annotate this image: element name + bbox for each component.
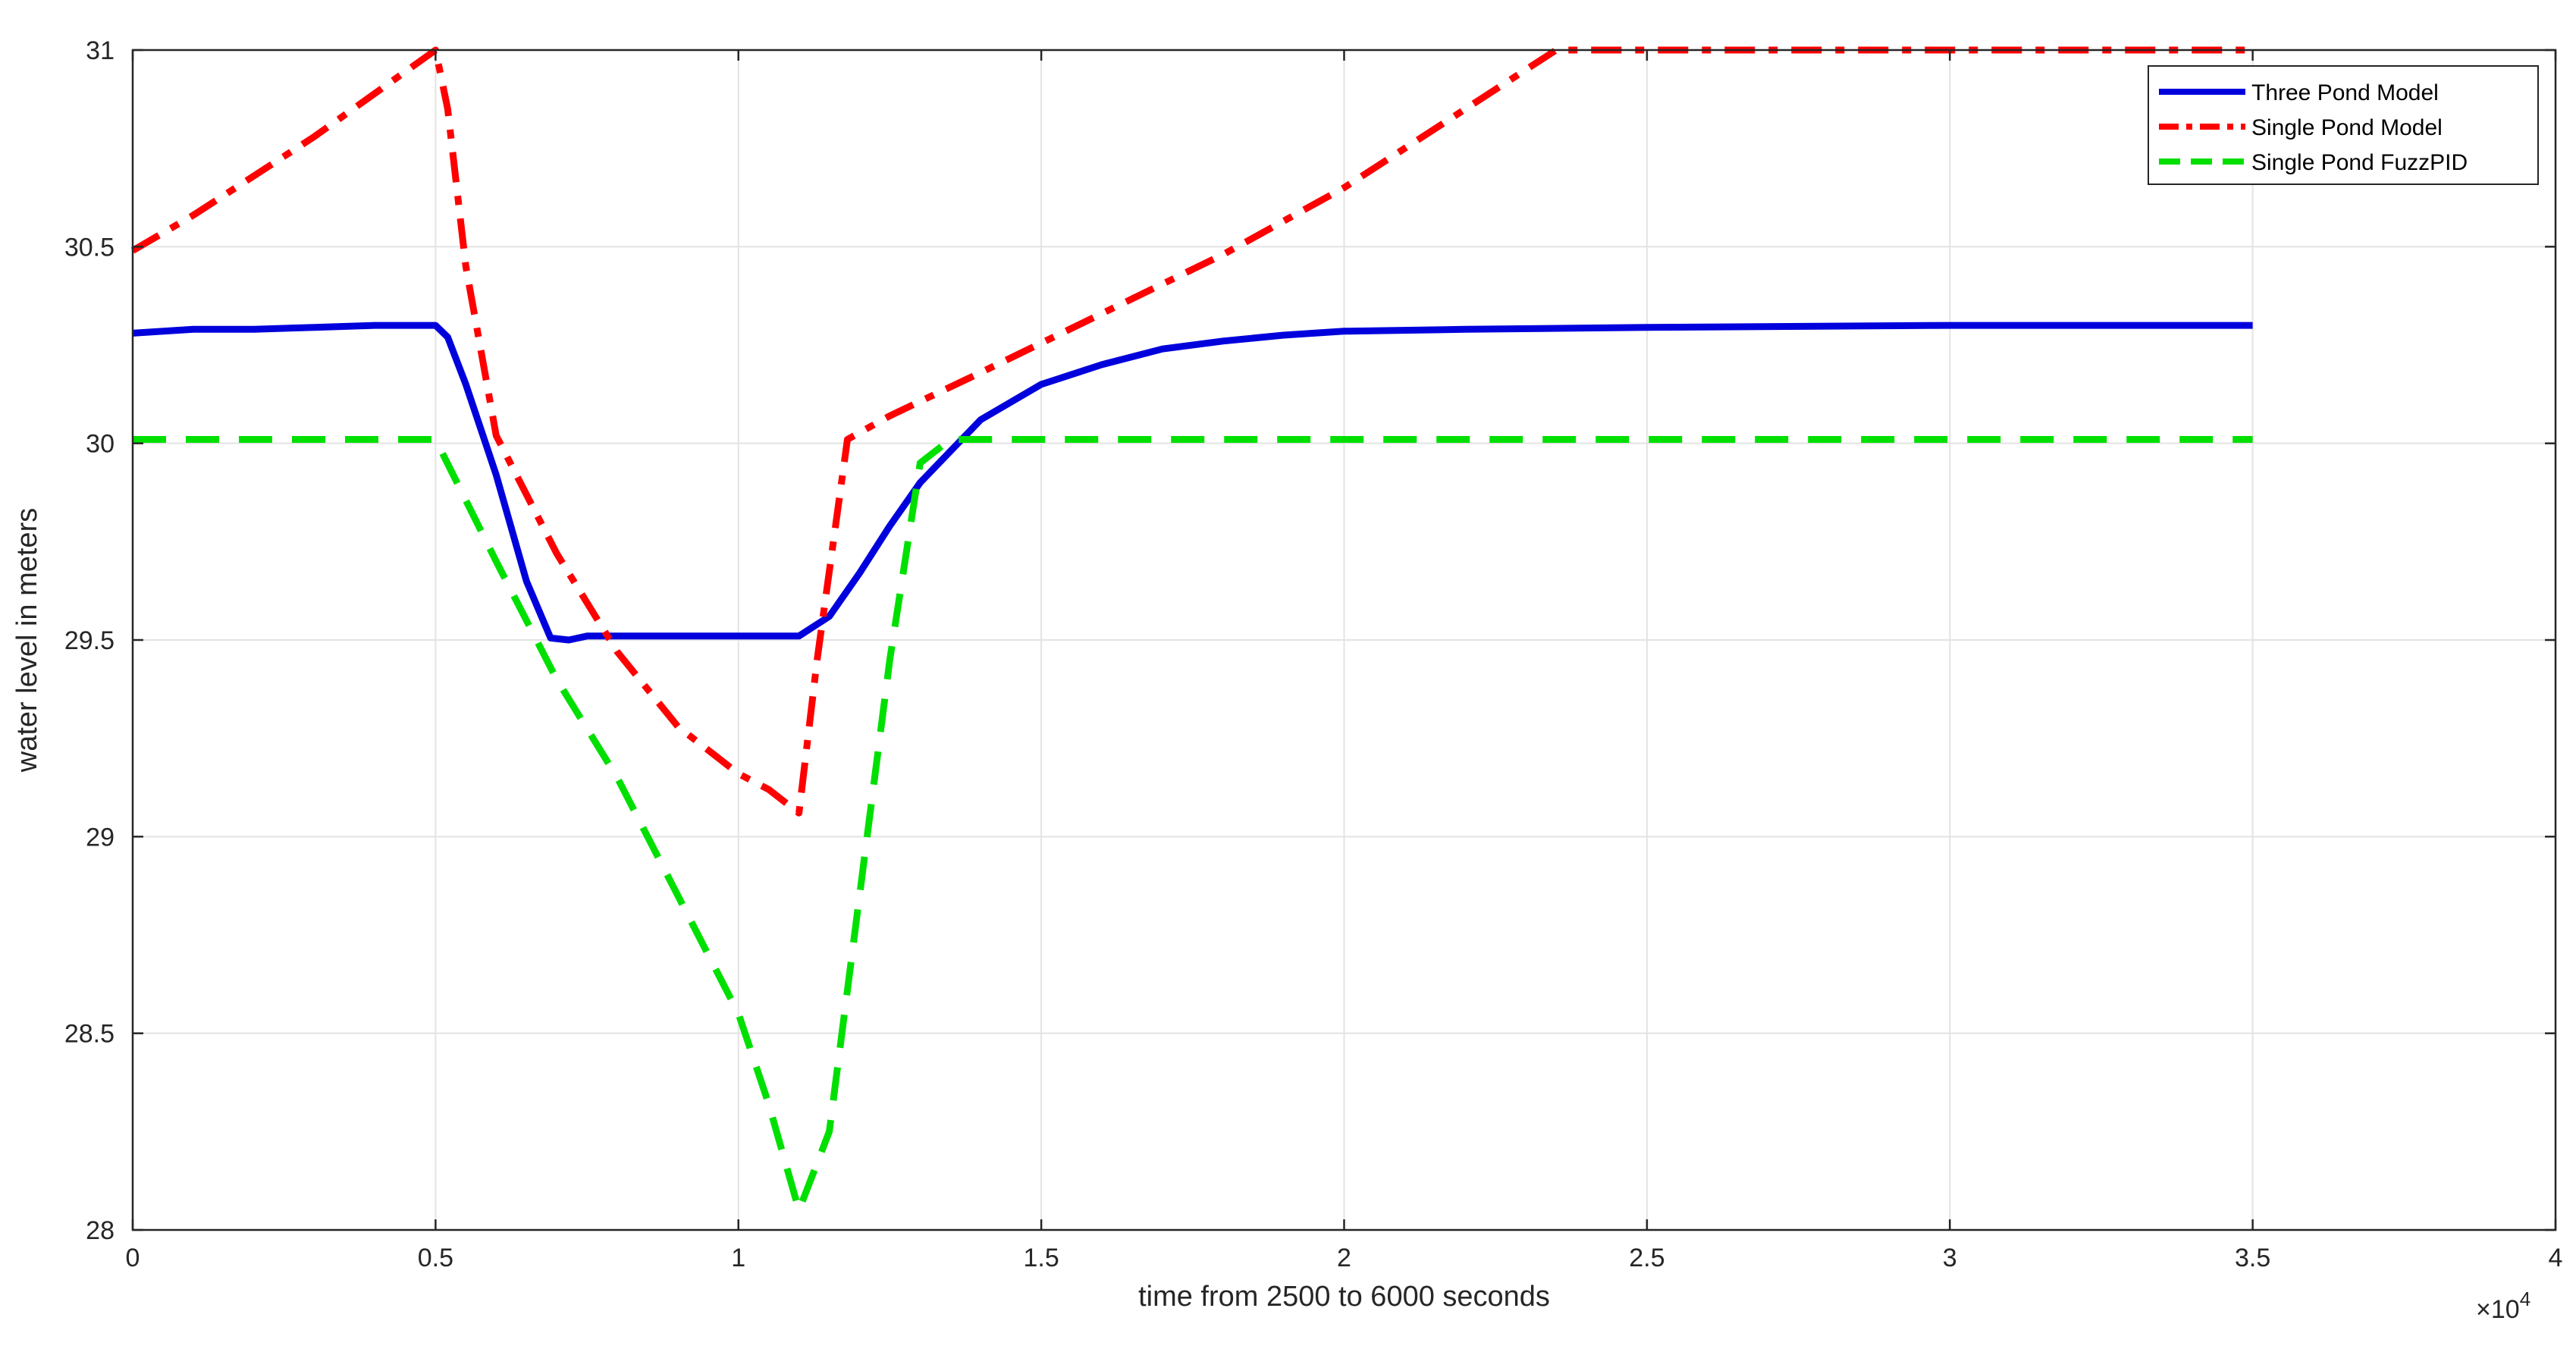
x-tick-label: 2.5 <box>1629 1244 1665 1272</box>
x-axis-exponent-power: 4 <box>2520 1288 2531 1310</box>
x-axis-exponent-base: ×10 <box>2476 1295 2520 1324</box>
x-tick-label: 3.5 <box>2235 1244 2270 1272</box>
y-axis-label: water level in meters <box>11 508 43 773</box>
y-tick-label: 29.5 <box>64 626 115 655</box>
series-line-3 <box>133 436 2253 1214</box>
y-tick-label: 28.5 <box>64 1020 115 1049</box>
tick-labels: 0 0.5 1 1.5 2 2.5 3 3.5 4 28 28.5 29 29.5 30 30.5 31 <box>64 36 2563 1272</box>
x-tick-label: 2 <box>1337 1244 1351 1272</box>
y-tick-label: 28 <box>86 1216 115 1245</box>
y-tick-label: 30.5 <box>64 233 115 262</box>
series-line-1 <box>132 322 2253 644</box>
x-tick-label: 4 <box>2549 1244 2563 1272</box>
axes <box>131 49 2557 1231</box>
y-tick-label: 31 <box>86 36 115 65</box>
x-axis-exponent: ×104 <box>2476 1288 2531 1324</box>
legend-label: Single Pond Model <box>2251 115 2443 140</box>
legend-label: Single Pond FuzzPID <box>2251 150 2468 175</box>
legend: Three Pond Model Single Pond Model Single … <box>2148 65 2539 185</box>
y-tick-label: 29 <box>86 823 115 852</box>
x-tick-label: 0.5 <box>418 1244 453 1272</box>
x-tick-label: 3 <box>1943 1244 1957 1272</box>
x-tick-label: 1 <box>731 1244 745 1272</box>
series-line-2 <box>130 46 2253 817</box>
y-tick-label: 30 <box>86 430 115 459</box>
x-axis-label: time from 2500 to 6000 seconds <box>1138 1281 1550 1313</box>
x-tick-label: 0 <box>126 1244 140 1272</box>
legend-label: Three Pond Model <box>2251 80 2439 105</box>
series-layer <box>130 46 2253 1214</box>
x-tick-label: 1.5 <box>1023 1244 1059 1272</box>
